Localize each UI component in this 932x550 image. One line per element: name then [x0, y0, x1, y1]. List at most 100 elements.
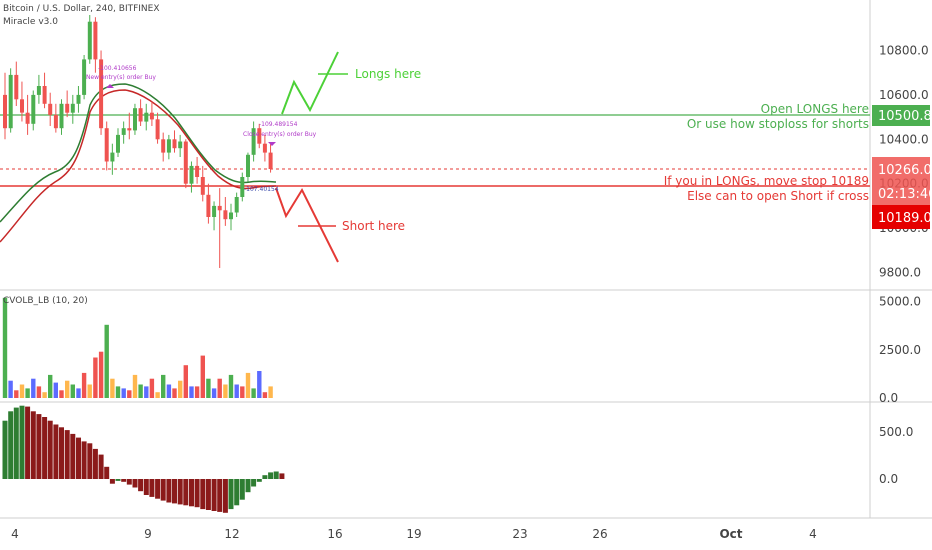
oscillator-bar — [13, 407, 19, 479]
symbol-title[interactable]: Bitcoin / U.S. Dollar, 240, BITFINEX — [3, 4, 160, 14]
volume-bar — [93, 357, 98, 398]
oscillator-bar — [25, 406, 31, 479]
stop-price-text: 10189.0 — [878, 211, 932, 226]
candle-body — [110, 152, 115, 162]
candle-body — [31, 94, 36, 124]
volume-bar — [206, 378, 211, 398]
oscillator-bar — [138, 479, 144, 492]
volume-bar — [14, 390, 19, 398]
oscillator-bar — [268, 472, 274, 479]
oscillator-bar — [121, 479, 127, 482]
indicator-title[interactable]: Miracle v3.0 — [3, 17, 58, 27]
candle-body — [183, 141, 188, 184]
close-order-label: Close entry(s) order Buy — [243, 131, 317, 138]
volume-bar — [155, 392, 160, 398]
price-axis[interactable]: 9800.010000.010200.010400.010600.010800.… — [879, 44, 929, 280]
ma-red-line — [0, 89, 277, 243]
candlestick-series — [3, 15, 273, 268]
oscillator-bar — [245, 479, 251, 493]
volume-bar — [268, 386, 273, 398]
candle-body — [246, 154, 250, 177]
candle-body — [133, 108, 137, 131]
oscillator-bar — [36, 414, 42, 479]
volume-bar — [19, 384, 25, 398]
current-price-text: 10266.0 — [878, 163, 932, 178]
open-short-note: Else can to open Short if cross — [687, 189, 869, 203]
oscillator-bar — [155, 479, 161, 499]
candle-body — [48, 103, 53, 115]
candle-body — [161, 139, 166, 153]
oscillator-bar — [194, 479, 200, 508]
time-tick-5: 23 — [512, 527, 527, 541]
oscillator-bar — [149, 479, 155, 497]
candle-body — [104, 128, 109, 162]
sell-marker-icon — [268, 142, 276, 146]
volume-bar — [98, 351, 104, 398]
price-tick-3: 10400.0 — [879, 132, 929, 146]
moving-average-bands — [0, 83, 277, 243]
oscillator-bar — [211, 479, 217, 511]
oscillator-bar — [87, 443, 93, 479]
oscillator-bar — [70, 433, 76, 479]
volume-indicator-title[interactable]: CVOLB_LB (10, 20) — [3, 296, 88, 306]
candle-body — [206, 194, 211, 217]
oscillator-axis: 0.0 500.0 — [879, 425, 913, 486]
longs-arrow-drawing[interactable] — [281, 51, 339, 115]
candle-body — [82, 59, 87, 95]
price-tick-4: 10600.0 — [879, 88, 929, 102]
candle-body — [223, 210, 228, 220]
candle-body — [212, 205, 217, 217]
buy-marker-icon — [106, 84, 114, 88]
volume-bar — [104, 324, 109, 398]
entry-order-label: New entry(s) order Buy — [86, 74, 156, 81]
volume-bar — [48, 374, 53, 398]
longs-here-label: Longs here — [355, 67, 421, 81]
countdown-text: 02:13:46 — [878, 187, 932, 202]
volume-tick-1: 2500.0 — [879, 343, 921, 357]
stoploss-note: Or use how stoploss for shorts — [687, 117, 869, 131]
candle-body — [65, 103, 70, 113]
longs-price-badge — [872, 105, 930, 126]
price-tick-0: 9800.0 — [879, 266, 921, 280]
candle-body — [3, 94, 7, 129]
oscillator-bars — [2, 405, 285, 513]
oscillator-bar — [19, 405, 25, 479]
candle-body — [36, 86, 41, 95]
candle-body — [200, 177, 205, 195]
time-tick-3: 16 — [327, 527, 342, 541]
oscillator-bar — [200, 479, 206, 510]
volume-bar — [76, 388, 81, 398]
candle-body — [257, 128, 262, 144]
candle-body — [53, 114, 58, 129]
oscillator-bar — [53, 424, 59, 479]
volume-bar — [183, 365, 188, 398]
volume-bar — [8, 380, 13, 398]
short-arrow-drawing[interactable] — [275, 187, 339, 263]
volume-bar — [36, 386, 42, 398]
candle-body — [99, 59, 104, 129]
time-axis[interactable]: 4 9 12 16 19 23 26 Oct 4 — [11, 527, 817, 541]
candle-body — [155, 119, 160, 140]
ma-green-line — [0, 83, 277, 223]
candle-body — [8, 74, 13, 129]
candle-body — [251, 128, 256, 155]
candle-body — [76, 94, 81, 104]
oscillator-bar — [262, 475, 268, 479]
short-here-label: Short here — [342, 219, 405, 233]
oscillator-bar — [217, 479, 223, 512]
volume-bar — [166, 384, 172, 398]
volume-bar — [87, 384, 92, 398]
entry-value-label: -100.410656 — [98, 65, 137, 72]
time-tick-0: 4 — [11, 527, 19, 541]
volume-bar — [172, 388, 177, 398]
oscillator-bar — [104, 466, 110, 479]
oscillator-bar — [30, 411, 36, 479]
volume-bar — [31, 378, 36, 398]
oscillator-bar — [126, 479, 132, 485]
oscillator-bar — [177, 479, 183, 505]
volume-bar — [189, 386, 194, 398]
oscillator-bar — [92, 448, 98, 479]
volume-bars — [2, 297, 273, 398]
oscillator-bar — [189, 479, 194, 507]
